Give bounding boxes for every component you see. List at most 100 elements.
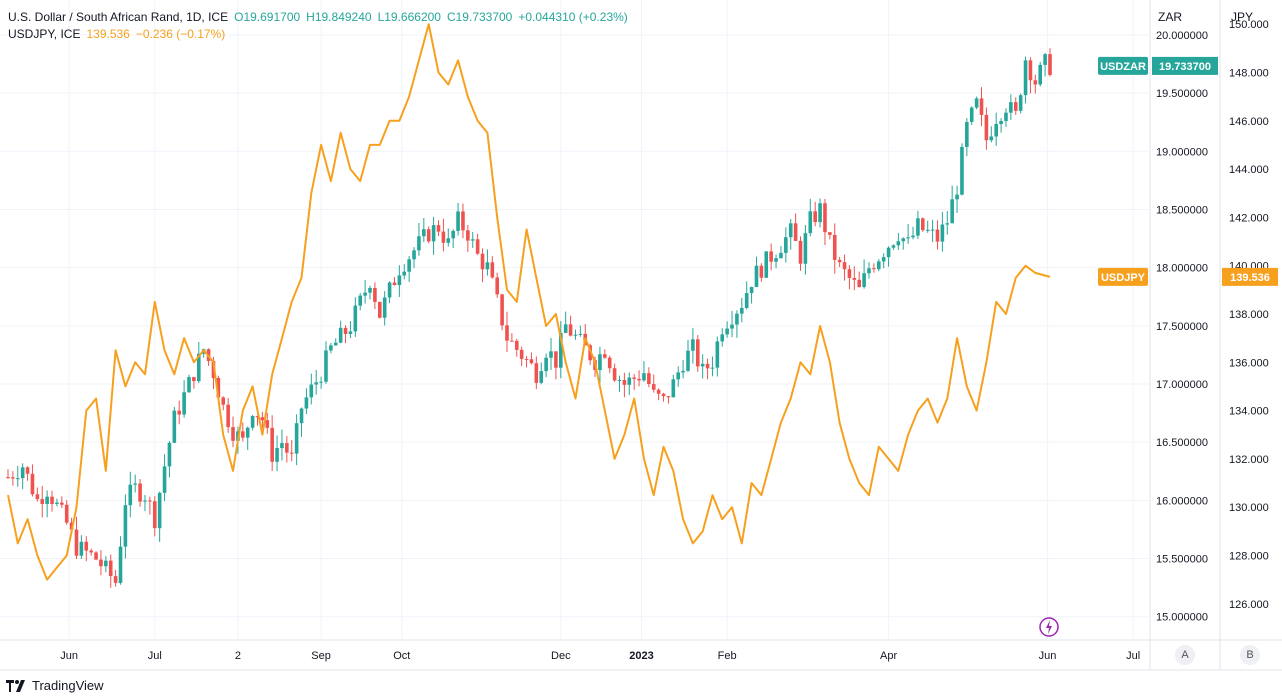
candle-body <box>925 229 930 231</box>
candle-body <box>99 559 103 567</box>
candle-body <box>89 550 93 553</box>
candle-body <box>994 124 998 137</box>
candle-body <box>104 560 108 567</box>
candle-body <box>510 340 514 342</box>
candle-body <box>495 277 500 295</box>
candle-body <box>921 218 925 231</box>
candle-body <box>128 484 133 506</box>
candle-body <box>172 410 177 443</box>
scale-b-button[interactable]: B <box>1240 645 1260 665</box>
legend-open: O19.691700 <box>234 10 301 24</box>
candle-body <box>1033 80 1038 85</box>
candle-body <box>358 295 363 306</box>
candle-body <box>148 500 152 502</box>
time-tick-label: Oct <box>393 650 410 662</box>
zar-tick-label: 18.500000 <box>1156 204 1208 216</box>
candle-body <box>417 236 421 251</box>
zar-tick-label: 19.500000 <box>1156 88 1208 100</box>
candle-body <box>152 501 157 529</box>
jpy-tick-label: 148.000 <box>1229 67 1269 79</box>
candle-body <box>250 416 255 428</box>
jpy-tick-label: 128.000 <box>1229 550 1269 562</box>
legend-usdzar: U.S. Dollar / South African Rand, 1D, IC… <box>8 10 634 24</box>
candle-body <box>314 382 318 385</box>
candle-body <box>280 443 284 449</box>
candle-body <box>950 199 954 224</box>
candle-body <box>886 247 891 258</box>
candle-body <box>397 275 402 286</box>
candle-body <box>558 332 563 368</box>
candle-body <box>289 452 294 454</box>
candle-body <box>906 237 910 239</box>
time-tick-label: 2023 <box>629 650 653 662</box>
jpy-tick-label: 142.000 <box>1229 212 1269 224</box>
candle-body <box>60 502 64 505</box>
candle-body <box>436 225 441 232</box>
tradingview-logo[interactable]: TradingView <box>6 678 104 693</box>
candle-body <box>192 377 196 382</box>
candle-body <box>123 505 128 547</box>
candle-body <box>446 238 451 243</box>
candle-body <box>187 377 191 393</box>
candle-body <box>544 357 548 372</box>
legend-low: L19.666200 <box>377 10 441 24</box>
candle-body <box>607 357 612 369</box>
scale-a-button[interactable]: A <box>1175 645 1195 665</box>
candle-body <box>539 371 544 383</box>
candle-body <box>324 350 328 382</box>
candle-body <box>818 203 822 223</box>
candle-body <box>769 251 773 262</box>
candle-body <box>368 287 372 293</box>
candle-body <box>15 478 20 480</box>
candle-body <box>1028 60 1033 81</box>
usdzar-price-tag-bg <box>1152 56 1218 75</box>
candle-body <box>847 269 852 278</box>
candle-body <box>182 392 186 415</box>
candle-body <box>989 136 994 141</box>
candle-body <box>573 334 578 336</box>
candle-body <box>793 223 798 241</box>
candle-body <box>470 239 475 241</box>
candle-body <box>1038 64 1043 85</box>
candle-body <box>480 253 485 270</box>
jpy-tick-label: 150.000 <box>1229 19 1269 31</box>
jpy-tick-label: 136.000 <box>1229 357 1269 369</box>
candle-body <box>984 114 989 141</box>
candle-body <box>113 576 118 583</box>
jpy-tick-label: 126.000 <box>1229 599 1269 611</box>
candle-body <box>876 261 881 270</box>
candle-body <box>373 287 377 302</box>
candle-body <box>25 467 30 474</box>
jpy-tick-label: 130.000 <box>1229 502 1269 514</box>
candle-body <box>177 410 182 415</box>
candle-body <box>725 328 729 335</box>
candle-body <box>529 359 534 364</box>
candle-body <box>505 325 509 341</box>
candle-body <box>216 378 221 398</box>
usdjpy-series-tag-bg <box>1098 267 1148 286</box>
candle-body <box>823 203 827 233</box>
usdjpy-series-line <box>7 23 1051 581</box>
zar-tick-label: 18.000000 <box>1156 263 1208 275</box>
candle-body <box>490 262 495 278</box>
candle-body <box>294 423 299 454</box>
time-tick-label: 2 <box>235 650 241 662</box>
candle-body <box>867 268 871 274</box>
candle-body <box>896 241 901 246</box>
candle-body <box>940 224 945 242</box>
candle-body <box>647 373 651 385</box>
time-tick-label: Apr <box>880 650 897 662</box>
candle-body <box>578 333 583 335</box>
candle-body <box>1023 60 1028 96</box>
candle-body <box>862 273 866 287</box>
candle-body <box>304 397 309 409</box>
candle-body <box>1009 102 1013 113</box>
candle-body <box>999 120 1003 125</box>
candle-body <box>686 350 690 371</box>
candle-body <box>803 233 808 264</box>
candle-body <box>681 370 685 373</box>
candle-body <box>265 420 270 428</box>
candle-body <box>1043 54 1047 65</box>
candle-body <box>55 502 59 504</box>
